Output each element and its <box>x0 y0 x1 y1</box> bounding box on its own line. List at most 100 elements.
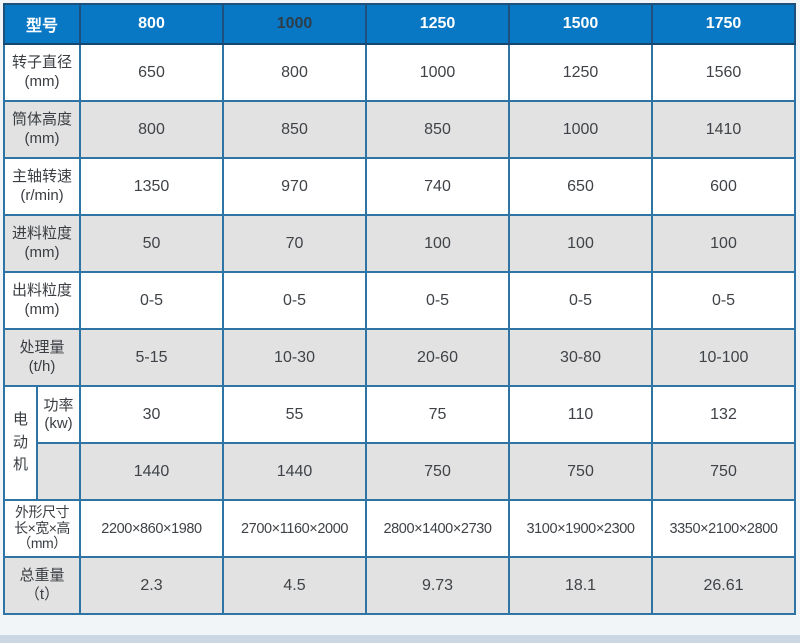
row-label-text: 主轴转速 <box>12 167 73 185</box>
spec-value: 2700×1160×2000 <box>222 499 368 558</box>
row-rotor-diameter: 转子直径 (mm) 650 800 1000 1250 1560 <box>2 43 797 102</box>
row-feed-size: 进料粒度 (mm) 50 70 100 100 100 <box>2 214 797 273</box>
spec-value: 10-100 <box>651 328 797 387</box>
row-label-unit: (mm) <box>24 300 60 318</box>
spec-value: 1350 <box>79 157 225 216</box>
motor-group-label-text: 电动机 <box>12 411 28 474</box>
spec-value: 1560 <box>651 43 797 102</box>
row-label-capacity: 处理量 (t/h) <box>2 328 82 387</box>
spec-value: 30-80 <box>508 328 654 387</box>
row-label-text: 出料粒度 <box>12 281 73 299</box>
spec-value: 110 <box>508 385 654 444</box>
spec-value: 740 <box>365 157 511 216</box>
spec-value: 70 <box>222 214 368 273</box>
spec-value: 30 <box>79 385 225 444</box>
spec-value: 132 <box>651 385 797 444</box>
spec-value: 650 <box>79 43 225 102</box>
spec-value: 600 <box>651 157 797 216</box>
motor-group-label: 电动机 <box>3 385 38 501</box>
row-capacity: 处理量 (t/h) 5-15 10-30 20-60 30-80 10-100 <box>2 328 797 387</box>
spec-value: 850 <box>222 100 368 159</box>
row-cylinder-height: 筒体高度 (mm) 800 850 850 1000 1410 <box>2 100 797 159</box>
spec-value: 0-5 <box>365 271 511 330</box>
row-spindle-speed: 主轴转速 (r/min) 1350 970 740 650 600 <box>2 157 797 216</box>
page-bottom-strip <box>0 635 800 643</box>
header-model-1500: 1500 <box>508 3 654 45</box>
motor-power-label: 功率 (kw) <box>35 385 82 444</box>
spec-value: 50 <box>79 214 225 273</box>
row-label-feed-size: 进料粒度 (mm) <box>2 214 82 273</box>
row-label-text: 进料粒度 <box>12 224 73 242</box>
row-label-rotor-diameter: 转子直径 (mm) <box>2 43 82 102</box>
row-label-text: 转子直径 <box>12 53 73 71</box>
row-label-unit: (t/h) <box>28 357 56 375</box>
row-label-text: 总重量 <box>19 566 65 584</box>
spec-value: 850 <box>365 100 511 159</box>
row-label-text: 外形尺寸 <box>15 503 70 520</box>
spec-value: 3100×1900×2300 <box>508 499 654 558</box>
row-label-text: 处理量 <box>19 338 65 356</box>
row-discharge-size: 出料粒度 (mm) 0-5 0-5 0-5 0-5 0-5 <box>2 271 797 330</box>
header-model-1000: 1000 <box>222 3 368 45</box>
spec-value: 650 <box>508 157 654 216</box>
spec-value: 0-5 <box>508 271 654 330</box>
row-label-unit: （mm） <box>17 535 67 552</box>
spec-value: 750 <box>651 442 797 501</box>
spec-value: 800 <box>222 43 368 102</box>
spec-value: 970 <box>222 157 368 216</box>
spec-value: 2200×860×1980 <box>79 499 225 558</box>
row-label-spindle-speed: 主轴转速 (r/min) <box>2 157 82 216</box>
row-label-discharge-size: 出料粒度 (mm) <box>2 271 82 330</box>
spec-value: 1000 <box>508 100 654 159</box>
spec-value: 1440 <box>222 442 368 501</box>
spec-value: 1410 <box>651 100 797 159</box>
spec-value: 3350×2100×2800 <box>651 499 797 558</box>
spec-value: 10-30 <box>222 328 368 387</box>
table-header-row: 型号 800 1000 1250 1500 1750 <box>2 3 797 45</box>
header-model-label: 型号 <box>2 3 82 45</box>
row-label-unit: (mm) <box>24 72 60 90</box>
row-total-weight: 总重量 （t） 2.3 4.5 9.73 18.1 26.61 <box>2 556 797 615</box>
row-label-text: 长×宽×高 <box>14 519 70 536</box>
spec-value: 750 <box>365 442 511 501</box>
spec-value: 55 <box>222 385 368 444</box>
spec-value: 4.5 <box>222 556 368 615</box>
spec-value: 5-15 <box>79 328 225 387</box>
row-label-unit: (r/min) <box>20 186 64 204</box>
row-motor-speed: 1440 1440 750 750 750 <box>4 442 797 501</box>
spec-value: 100 <box>508 214 654 273</box>
spec-value: 2.3 <box>79 556 225 615</box>
spec-value: 100 <box>651 214 797 273</box>
row-label-unit: (kw) <box>44 414 73 432</box>
header-model-1750: 1750 <box>651 3 797 45</box>
spec-value: 2800×1400×2730 <box>365 499 511 558</box>
spec-value: 20-60 <box>365 328 511 387</box>
header-model-1250: 1250 <box>365 3 511 45</box>
row-dimensions: 外形尺寸 长×宽×高 （mm） 2200×860×1980 2700×1160×… <box>2 499 797 558</box>
spec-value: 9.73 <box>365 556 511 615</box>
spec-value: 26.61 <box>651 556 797 615</box>
spec-value: 1440 <box>79 442 225 501</box>
header-model-800: 800 <box>79 3 225 45</box>
row-label-dimensions: 外形尺寸 长×宽×高 （mm） <box>2 499 82 558</box>
row-label-unit: (mm) <box>24 243 60 261</box>
row-label-total-weight: 总重量 （t） <box>2 556 82 615</box>
row-label-text: 筒体高度 <box>12 110 73 128</box>
row-label-unit: （t） <box>24 585 60 603</box>
spec-value: 1250 <box>508 43 654 102</box>
spec-value: 0-5 <box>79 271 225 330</box>
row-label-text: 功率 <box>43 396 74 414</box>
row-label-cylinder-height: 筒体高度 (mm) <box>2 100 82 159</box>
spec-value: 800 <box>79 100 225 159</box>
spec-value: 75 <box>365 385 511 444</box>
spec-value: 18.1 <box>508 556 654 615</box>
spec-value: 750 <box>508 442 654 501</box>
spec-table: 型号 800 1000 1250 1500 1750 转子直径 (mm) 650… <box>2 3 797 615</box>
spec-value: 0-5 <box>222 271 368 330</box>
spec-value: 100 <box>365 214 511 273</box>
spec-value: 1000 <box>365 43 511 102</box>
row-label-unit: (mm) <box>24 129 60 147</box>
row-motor-power: 电动机 功率 (kw) 30 55 75 110 132 <box>3 385 797 501</box>
spec-value: 0-5 <box>651 271 797 330</box>
